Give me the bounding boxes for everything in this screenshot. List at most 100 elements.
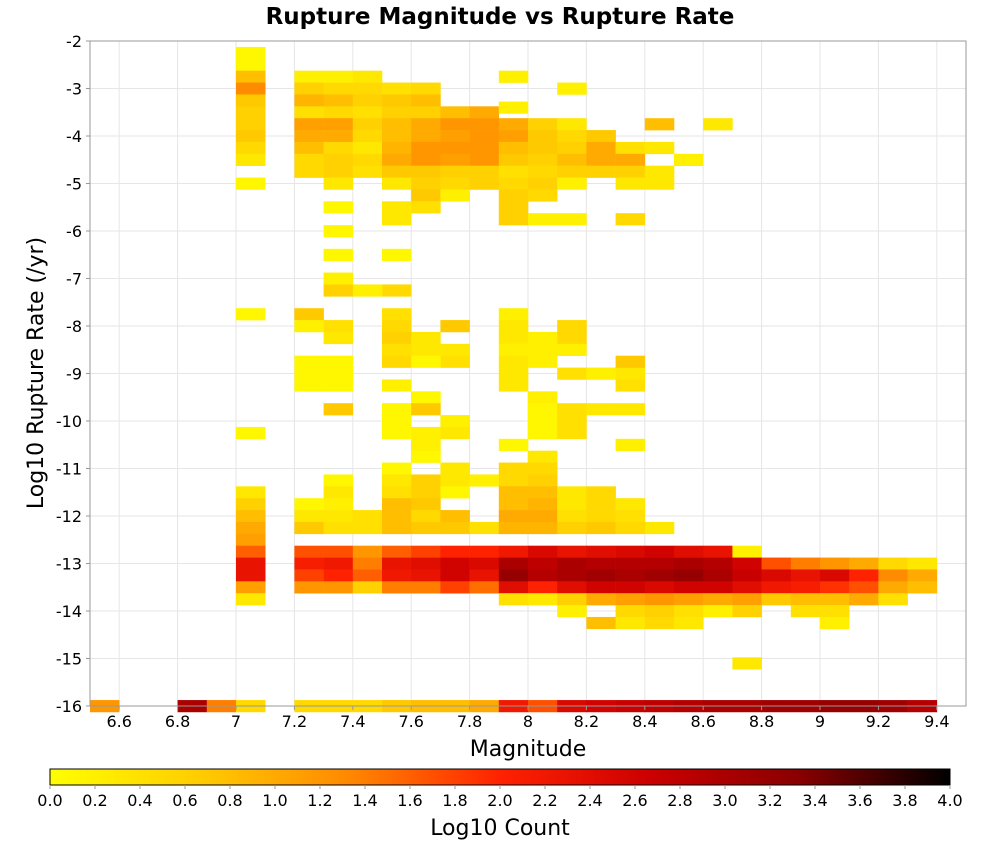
heatmap-cell [557, 498, 587, 511]
heatmap-cell [382, 545, 412, 558]
heatmap-cell [411, 450, 441, 463]
heatmap-cell [411, 498, 441, 511]
heatmap-cell [469, 130, 500, 143]
colorbar-tick-label: 1.2 [307, 791, 332, 810]
heatmap-cell [586, 557, 616, 570]
y-axis-ticks: -2 -3 -4 -5 -6 -7 -8 -9 -10 -11 -12 -13 -14 -15 -16 [56, 32, 90, 716]
heatmap-cell [294, 320, 324, 333]
x-tick-label: 9.4 [924, 712, 949, 731]
heatmap-cell [761, 581, 792, 594]
heatmap-cell [528, 331, 558, 345]
heatmap-cell [294, 355, 324, 368]
heatmap-cell [469, 106, 500, 119]
heatmap-cell [674, 581, 704, 594]
heatmap-cell [411, 403, 441, 416]
heatmap-cell [732, 545, 762, 558]
heatmap-cell [820, 593, 850, 606]
heatmap-cell [615, 367, 646, 380]
heatmap-cell [323, 165, 354, 178]
heatmap-cell [323, 367, 354, 380]
heatmap-cell [674, 569, 704, 582]
heatmap-cell [498, 521, 529, 535]
heatmap-cell [352, 581, 383, 594]
heatmap-cell [498, 308, 529, 321]
y-tick-label: -4 [66, 127, 82, 146]
heatmap-cell [352, 569, 383, 582]
colorbar-tick-label: 0.4 [127, 791, 152, 810]
heatmap-cell [411, 510, 441, 523]
heatmap-cell [644, 581, 675, 594]
heatmap-cell [411, 331, 441, 345]
x-tick-label: 9 [815, 712, 825, 731]
heatmap-cell [498, 213, 529, 226]
heatmap-cell [586, 569, 616, 582]
y-tick-label: -6 [66, 222, 82, 241]
heatmap-cell [382, 498, 412, 511]
heatmap-cell [323, 177, 354, 190]
heatmap-cell [382, 106, 412, 119]
heatmap-cell [323, 118, 354, 131]
heatmap-cell [294, 367, 324, 380]
heatmap-cell [440, 569, 470, 582]
heatmap-cell [615, 153, 646, 166]
x-tick-label: 7 [231, 712, 241, 731]
heatmap-cell [790, 605, 821, 618]
heatmap-cell [557, 557, 587, 570]
y-tick-label: -3 [66, 80, 82, 99]
heatmap-cell [528, 426, 558, 440]
heatmap-cell [644, 593, 675, 606]
heatmap-cell [644, 118, 675, 131]
heatmap-cell [469, 153, 500, 166]
heatmap-cell [528, 153, 558, 166]
heatmap-cell [528, 177, 558, 190]
colorbar-tick-label: 1.4 [352, 791, 377, 810]
heatmap-cell [411, 343, 441, 356]
y-tick-label: -15 [56, 650, 82, 669]
heatmap-cell [294, 498, 324, 511]
heatmap-cell [236, 177, 266, 190]
heatmap-cell [352, 545, 383, 558]
heatmap-cell [440, 581, 470, 594]
heatmap-cell [674, 593, 704, 606]
heatmap-cell [586, 367, 616, 380]
heatmap-cell [411, 438, 441, 451]
heatmap-cell [528, 510, 558, 523]
heatmap-cell [528, 165, 558, 178]
heatmap-cell [498, 141, 529, 155]
x-tick-label: 6.8 [165, 712, 190, 731]
heatmap-cell [820, 569, 850, 582]
heatmap-cell [382, 308, 412, 321]
heatmap-cell [732, 581, 762, 594]
heatmap-cell [236, 569, 266, 582]
heatmap-cell [382, 177, 412, 190]
heatmap-cell [732, 657, 762, 670]
heatmap-cell [294, 106, 324, 119]
heatmap-cell [557, 82, 587, 95]
heatmap-cell [382, 379, 412, 392]
heatmap-cell [907, 569, 938, 582]
colorbar-tick-label: 2.2 [532, 791, 557, 810]
heatmap-cell [644, 521, 675, 535]
heatmap-cell [557, 426, 587, 440]
heatmap-cell [528, 498, 558, 511]
heatmap-cell [411, 130, 441, 143]
heatmap-cell [498, 486, 529, 499]
heatmap-cell [382, 130, 412, 143]
heatmap-cell [615, 141, 646, 155]
x-axis-label: Magnitude [470, 737, 587, 762]
heatmap-cell [323, 141, 354, 155]
y-tick-label: -5 [66, 175, 82, 194]
heatmap-cell [790, 593, 821, 606]
heatmap-cell [382, 343, 412, 356]
heatmap-cell [323, 130, 354, 143]
heatmap-cell [440, 510, 470, 523]
heatmap-cell [352, 141, 383, 155]
heatmap-cell [586, 486, 616, 499]
heatmap-cell [411, 545, 441, 558]
heatmap-cell [557, 343, 587, 356]
heatmap-cell [411, 391, 441, 404]
heatmap-cell [382, 486, 412, 499]
heatmap-cell [411, 355, 441, 368]
heatmap-cell [615, 438, 646, 451]
colorbar-tick-label: 0.0 [37, 791, 62, 810]
